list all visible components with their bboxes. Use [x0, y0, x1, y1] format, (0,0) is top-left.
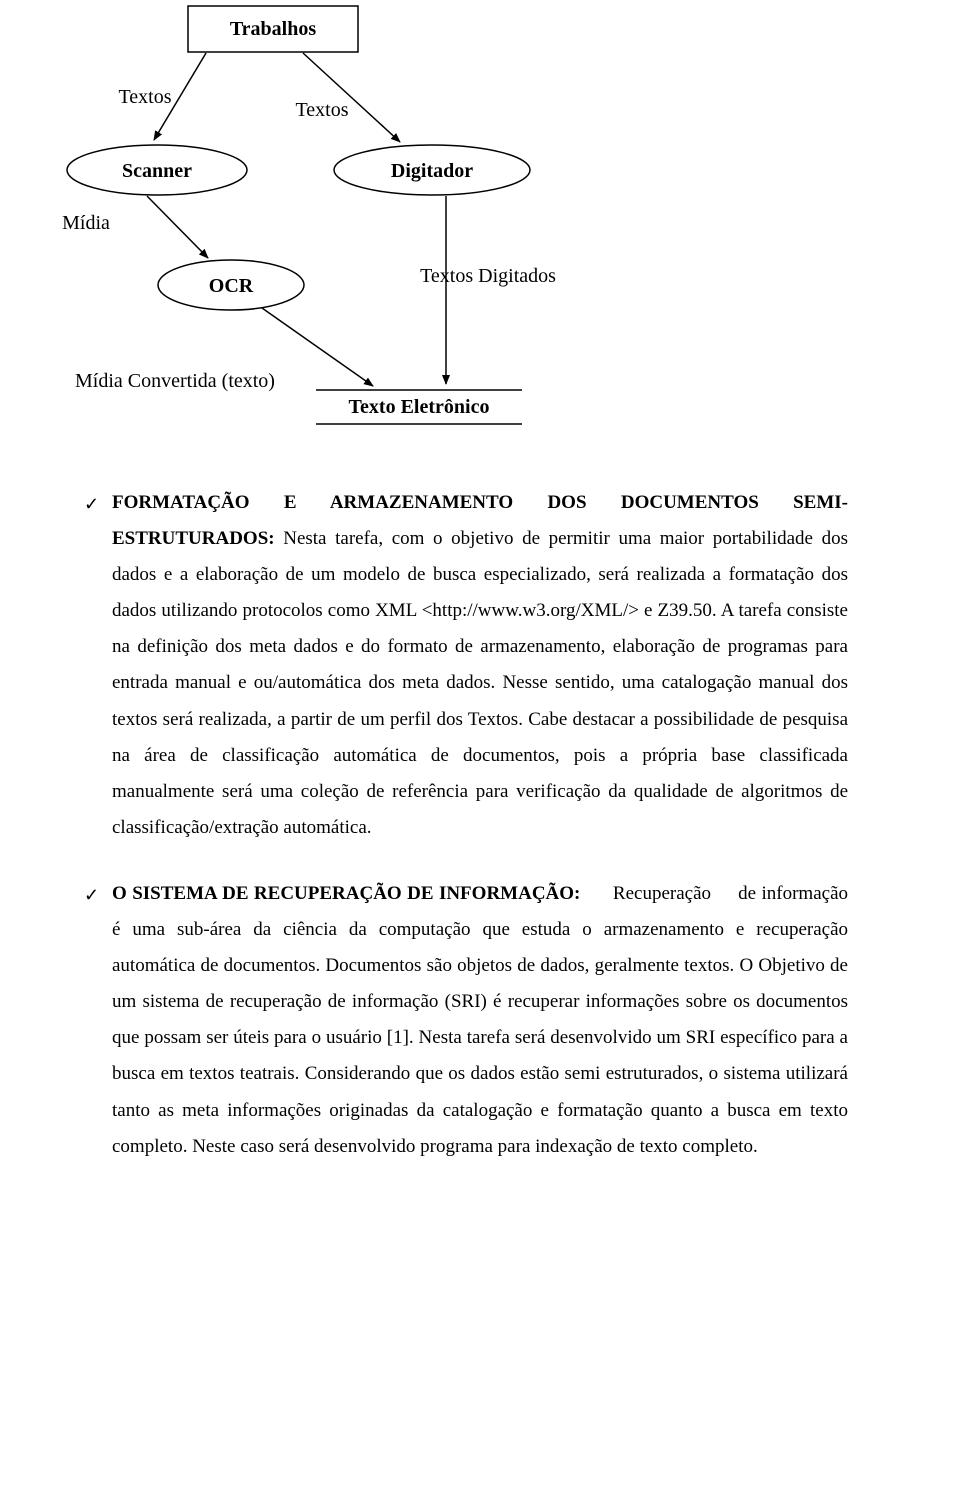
check-icon: ✓: [84, 878, 99, 912]
node-texto-eletronico-label: Texto Eletrônico: [349, 396, 490, 418]
node-textos-digitados-label: Textos Digitados: [420, 265, 556, 287]
edge-trabalhos-digitador: [303, 53, 400, 142]
list-item-formatacao-text: Nesta tarefa, com o objetivo de permitir…: [112, 528, 848, 838]
list-item-formatacao: ✓ FORMATAÇÃO E ARMAZENAMENTO DOS DOCUMEN…: [112, 485, 848, 846]
flowchart-diagram: Trabalhos Textos Textos Scanner Digitado…: [0, 0, 960, 460]
node-textos-left-label: Textos: [118, 86, 171, 108]
edge-scanner-ocr: [147, 196, 208, 258]
list-item-sri: ✓ O SISTEMA DE RECUPERAÇÃO DE INFORMAÇÃO…: [112, 876, 848, 1165]
body-text: ✓ FORMATAÇÃO E ARMAZENAMENTO DOS DOCUMEN…: [112, 485, 848, 1195]
check-icon: ✓: [84, 487, 99, 521]
list-item-sri-trail: Recuperação de: [580, 883, 756, 904]
node-digitador-label: Digitador: [391, 160, 473, 182]
node-ocr-label: OCR: [209, 275, 254, 297]
node-midia-label: Mídia: [62, 212, 110, 234]
list-item-sri-text: informação é uma sub-área da ciência da …: [112, 883, 848, 1157]
list-item-sri-lead: O SISTEMA DE RECUPERAÇÃO DE INFORMAÇÃO:: [112, 883, 580, 904]
node-scanner-label: Scanner: [122, 160, 192, 182]
node-midia-convertida-label: Mídia Convertida (texto): [75, 370, 275, 392]
page: Trabalhos Textos Textos Scanner Digitado…: [0, 0, 960, 1507]
edge-ocr-texto-eletronico: [262, 308, 373, 386]
node-trabalhos-label: Trabalhos: [230, 18, 317, 40]
node-textos-right-label: Textos: [295, 99, 348, 121]
